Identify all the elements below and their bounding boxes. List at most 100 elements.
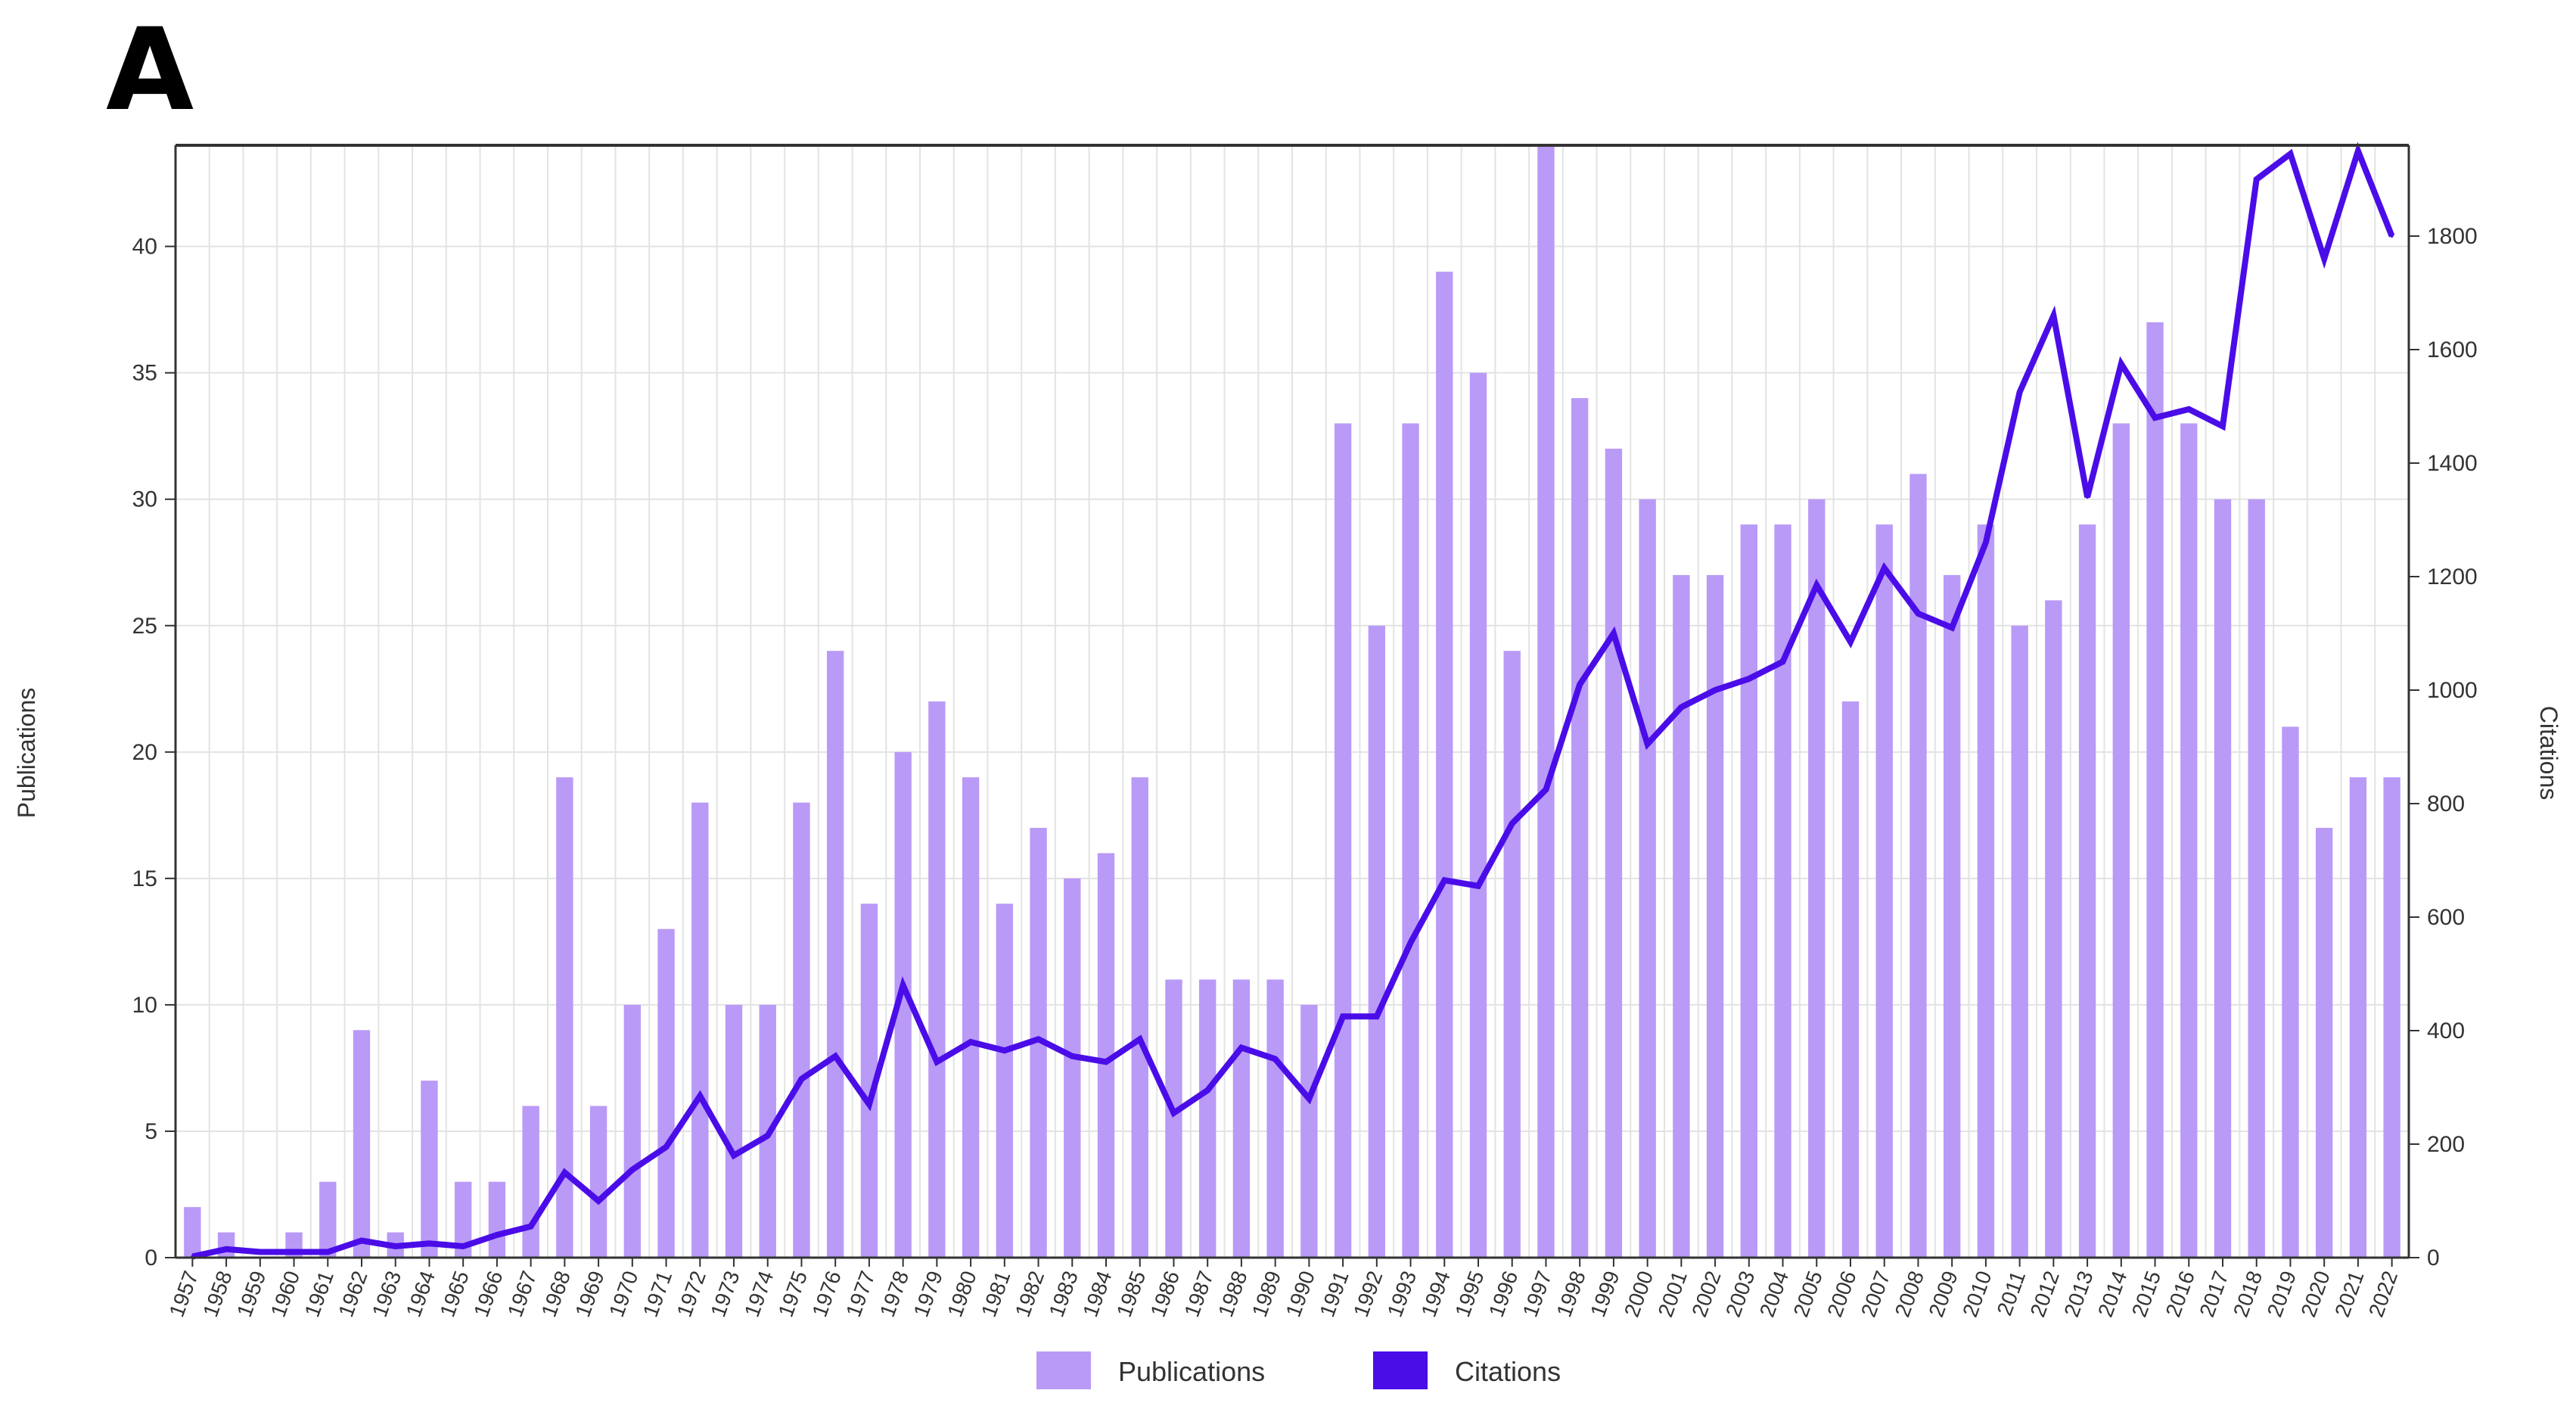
left-tick-label: 15	[132, 866, 157, 891]
citations-point	[2086, 496, 2090, 499]
citations-point	[1611, 632, 1615, 635]
x-tick-label: 1991	[1315, 1267, 1353, 1320]
legend-swatch-citations	[1373, 1351, 1428, 1389]
x-tick-label: 1962	[334, 1267, 371, 1320]
x-tick-label: 1967	[503, 1267, 541, 1320]
x-tick-label: 2020	[2296, 1267, 2334, 1320]
publications-bar	[589, 1106, 607, 1258]
publications-bar	[2282, 726, 2299, 1258]
right-tick-label: 800	[2427, 792, 2465, 816]
x-tick-label: 1997	[1518, 1267, 1556, 1320]
citations-point	[326, 1250, 330, 1254]
x-tick-label: 1968	[537, 1267, 575, 1320]
left-tick-label: 20	[132, 740, 157, 765]
publications-bar	[1706, 574, 1724, 1258]
right-tick-label: 200	[2427, 1132, 2465, 1157]
publications-bar	[2349, 777, 2367, 1258]
y-axis-title: Publications	[13, 688, 40, 819]
citations-point	[495, 1233, 499, 1236]
citations-line-layer	[191, 142, 2395, 1260]
x-tick-label: 2013	[2059, 1267, 2097, 1320]
right-tick-label: 1400	[2427, 451, 2478, 476]
x-tick-label: 1979	[909, 1267, 947, 1320]
x-tick-label: 1978	[875, 1267, 913, 1320]
x-tick-label: 1969	[570, 1267, 608, 1320]
publications-bar	[1639, 499, 1656, 1258]
publications-bar	[1232, 979, 1251, 1258]
x-tick-label: 1970	[604, 1267, 642, 1320]
x-tick-label: 2014	[2093, 1267, 2131, 1320]
right-tick-label: 1000	[2427, 678, 2478, 703]
publications-bar	[2383, 777, 2400, 1258]
publications-bar	[1300, 1004, 1318, 1258]
publications-bar	[962, 777, 980, 1258]
left-tick-label: 5	[144, 1119, 157, 1144]
citations-point	[2289, 152, 2292, 156]
citations-point	[597, 1199, 601, 1202]
citations-point	[800, 1077, 803, 1081]
citations-point	[1206, 1088, 1210, 1092]
citations-point	[225, 1247, 228, 1251]
citations-point	[867, 1103, 871, 1106]
citations-point	[1239, 1046, 1243, 1050]
citations-point	[2323, 257, 2326, 260]
citations-point	[258, 1250, 262, 1254]
x-tick-label: 1976	[807, 1267, 845, 1320]
x-tick-label: 1981	[977, 1267, 1015, 1320]
publications-bar	[455, 1181, 472, 1258]
publications-bar	[1808, 499, 1826, 1258]
x-tick-label: 1983	[1044, 1267, 1082, 1320]
x-tick-label: 2008	[1891, 1267, 1928, 1320]
left-tick-label: 25	[132, 614, 157, 639]
publications-bar	[2180, 423, 2198, 1258]
x-tick-label: 1965	[435, 1267, 473, 1320]
x-tick-label: 1963	[368, 1267, 406, 1320]
publications-bar	[1841, 701, 1860, 1258]
x-tick-label: 2016	[2161, 1267, 2198, 1320]
publications-bar	[1402, 423, 1419, 1258]
x-tick-label: 1996	[1484, 1267, 1522, 1320]
citations-point	[1916, 611, 1920, 615]
x-tick-label: 1987	[1179, 1267, 1217, 1320]
citations-point	[1172, 1111, 1176, 1115]
citations-point	[1443, 879, 1446, 882]
citations-point	[1307, 1097, 1311, 1100]
publications-bar	[657, 928, 675, 1258]
citations-point	[461, 1245, 465, 1248]
x-tick-label: 1977	[841, 1267, 879, 1320]
publications-bar	[1436, 272, 1453, 1258]
publications-bar	[2316, 828, 2333, 1258]
publications-bar	[725, 1004, 743, 1258]
publications-bar	[1165, 979, 1182, 1258]
publications-bar	[1266, 979, 1284, 1258]
right-tick-label: 400	[2427, 1019, 2465, 1043]
citations-point	[1002, 1049, 1006, 1053]
x-tick-label: 1980	[943, 1267, 980, 1320]
publications-bar	[1774, 524, 1791, 1258]
citations-point	[1680, 705, 1683, 709]
citations-point	[1882, 566, 1886, 570]
citations-point	[2119, 362, 2123, 365]
y2-axis-title: Citations	[2535, 706, 2562, 801]
citations-point	[1273, 1057, 1277, 1061]
citations-point	[766, 1134, 769, 1137]
axes	[174, 144, 2410, 1259]
right-tick-label: 1600	[2427, 337, 2478, 362]
publications-bar	[1199, 979, 1217, 1258]
x-tick-label: 1995	[1450, 1267, 1488, 1320]
x-tick-label: 1964	[402, 1267, 440, 1320]
x-tick-label: 2021	[2330, 1267, 2368, 1320]
gridlines	[175, 145, 2410, 1258]
x-tick-label: 1998	[1552, 1267, 1589, 1320]
publications-bar	[1537, 145, 1555, 1258]
x-tick-label: 1984	[1078, 1267, 1116, 1320]
x-tick-label: 1961	[300, 1267, 337, 1320]
citations-point	[664, 1145, 668, 1149]
left-tick-label: 10	[132, 993, 157, 1018]
publications-bar	[217, 1232, 235, 1258]
citations-point	[1849, 640, 1852, 644]
x-tick-label: 1958	[198, 1267, 236, 1320]
publications-bar	[2248, 499, 2265, 1258]
right-tick-label: 0	[2427, 1246, 2440, 1270]
